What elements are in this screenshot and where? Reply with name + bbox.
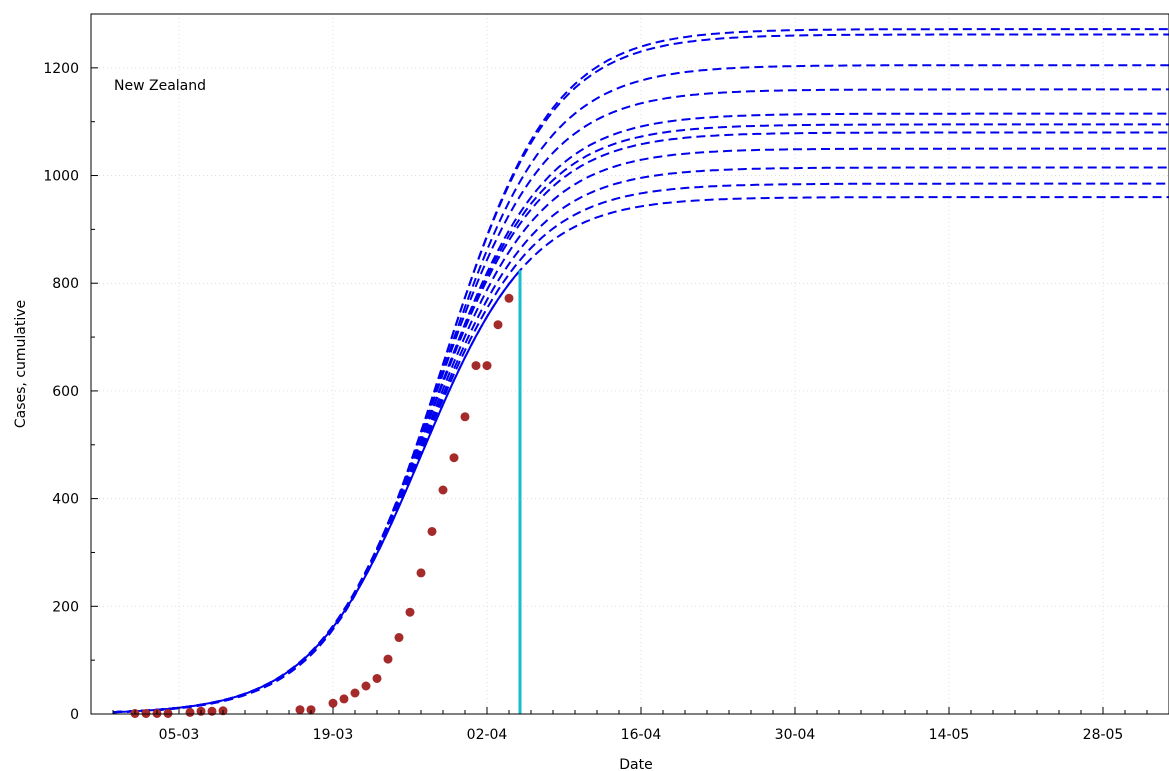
- observed-point: [427, 526, 437, 536]
- observed-point: [306, 705, 316, 715]
- y-tick-label: 800: [52, 276, 79, 292]
- fit-curves: [112, 28, 1169, 714]
- observed-point: [493, 320, 503, 330]
- observed-points: [130, 293, 514, 718]
- y-tick-label: 400: [52, 492, 79, 508]
- observed-point: [372, 673, 382, 683]
- observed-point: [339, 694, 349, 704]
- y-tick-label: 1000: [43, 169, 79, 185]
- observed-point: [383, 654, 393, 664]
- chart-annotation: New Zealand: [114, 78, 206, 94]
- observed-point: [141, 708, 151, 718]
- observed-point: [328, 698, 338, 708]
- x-tick-label: 02-04: [467, 727, 508, 743]
- observed-point: [460, 412, 470, 422]
- observed-point: [185, 707, 195, 717]
- x-tick-label: 30-04: [775, 727, 816, 743]
- observed-point: [295, 705, 305, 715]
- observed-point: [163, 708, 173, 718]
- y-tick-label: 0: [70, 707, 79, 723]
- y-tick-label: 1200: [43, 61, 79, 77]
- observed-point: [394, 633, 404, 643]
- observed-point: [449, 453, 459, 463]
- observed-point: [416, 568, 426, 578]
- fit-curve-solid: [112, 269, 521, 714]
- y-axis-label: Cases, cumulative: [13, 300, 29, 428]
- observed-point: [405, 607, 415, 617]
- x-tick-label: 19-03: [313, 727, 354, 743]
- plot-frame: [90, 13, 1169, 715]
- x-tick-label: 16-04: [621, 727, 662, 743]
- observed-point: [482, 361, 492, 371]
- x-axis-label: Date: [619, 757, 652, 771]
- observed-point: [361, 681, 371, 691]
- observed-point: [504, 293, 514, 303]
- x-tick-label: 05-03: [159, 727, 200, 743]
- y-tick-label: 600: [52, 384, 79, 400]
- grid-lines: [91, 14, 1169, 715]
- observed-point: [471, 361, 481, 371]
- x-tick-label: 14-05: [929, 727, 970, 743]
- x-tick-label: 28-05: [1083, 727, 1124, 743]
- observed-point: [350, 688, 360, 698]
- axis-ticks: 0 200 400 600 800 1000 1200 05-03 19-03 02-04 16-0…: [43, 61, 1148, 743]
- y-tick-label: 200: [52, 599, 79, 615]
- fit-curve: [112, 28, 1169, 714]
- observed-point: [438, 485, 448, 495]
